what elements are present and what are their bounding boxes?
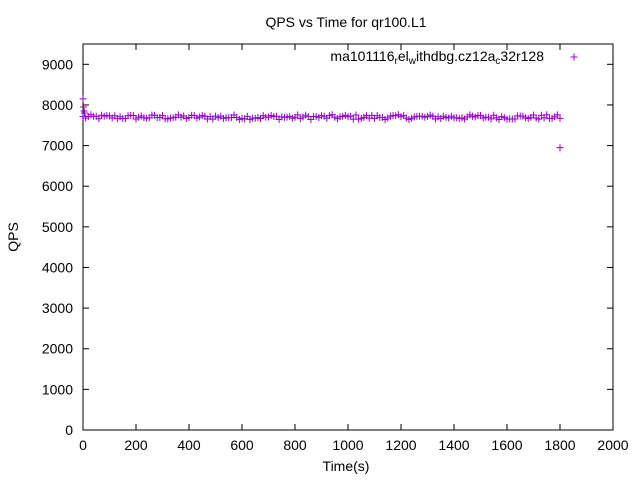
legend-label: ma101116relwithdbg.cz12ac32r128 [330, 48, 544, 67]
x-tick-label: 400 [177, 437, 201, 453]
plot-frame [82, 43, 614, 431]
y-tick-label: 2000 [42, 341, 73, 357]
legend-label-subscript: r [395, 56, 399, 67]
x-tick-label: 1400 [438, 437, 469, 453]
x-tick-label: 200 [124, 437, 148, 453]
x-tick-label: 800 [283, 437, 307, 453]
y-tick-label: 1000 [42, 381, 73, 397]
data-point [80, 103, 88, 111]
y-tick-label: 9000 [42, 56, 73, 72]
legend: ma101116relwithdbg.cz12ac32r128 [330, 48, 578, 67]
x-tick-label: 1000 [332, 437, 363, 453]
y-tick-label: 0 [65, 422, 73, 438]
y-tick-label: 6000 [42, 178, 73, 194]
data-point [79, 95, 87, 103]
data-point [535, 115, 543, 123]
x-axis-label: Time(s) [323, 458, 370, 474]
data-point [556, 114, 564, 122]
x-tick-label: 1600 [491, 437, 522, 453]
data-point [487, 115, 495, 123]
y-tick-label: 3000 [42, 300, 73, 316]
legend-label-part: 32r128 [500, 48, 544, 64]
x-tick-label: 0 [79, 437, 87, 453]
data-point [129, 111, 137, 119]
y-axis-label: QPS [5, 222, 21, 252]
legend-label-part: el [398, 48, 409, 64]
data-point [543, 111, 551, 119]
x-tick-label: 2000 [597, 437, 628, 453]
y-tick-label: 5000 [42, 219, 73, 235]
y-axis: 0 1000 2000 3000 4000 5000 6000 7000 8000 9000 [42, 56, 613, 438]
y-tick-label: 4000 [42, 259, 73, 275]
x-tick-label: 1800 [544, 437, 575, 453]
legend-label-part: ma101116 [330, 48, 394, 64]
chart-title: QPS vs Time for qr100.L1 [265, 14, 426, 30]
y-tick-label: 8000 [42, 97, 73, 113]
data-point [352, 111, 360, 119]
x-axis: 0 200 400 600 800 1000 1200 1400 1600 1800 2000 [79, 44, 629, 453]
series-qps-points [79, 95, 564, 152]
x-tick-label: 1200 [385, 437, 416, 453]
legend-label-subscript: c [495, 56, 500, 67]
x-tick-label: 600 [230, 437, 254, 453]
legend-marker [570, 53, 578, 61]
data-point-outlier [556, 144, 564, 152]
legend-marker-plus [570, 53, 578, 61]
data-point [553, 111, 561, 119]
y-tick-label: 7000 [42, 138, 73, 154]
data-point [81, 109, 89, 117]
legend-label-part: ithdbg.cz12a [416, 48, 496, 64]
data-point [294, 111, 302, 119]
legend-label-subscript: w [408, 56, 417, 67]
